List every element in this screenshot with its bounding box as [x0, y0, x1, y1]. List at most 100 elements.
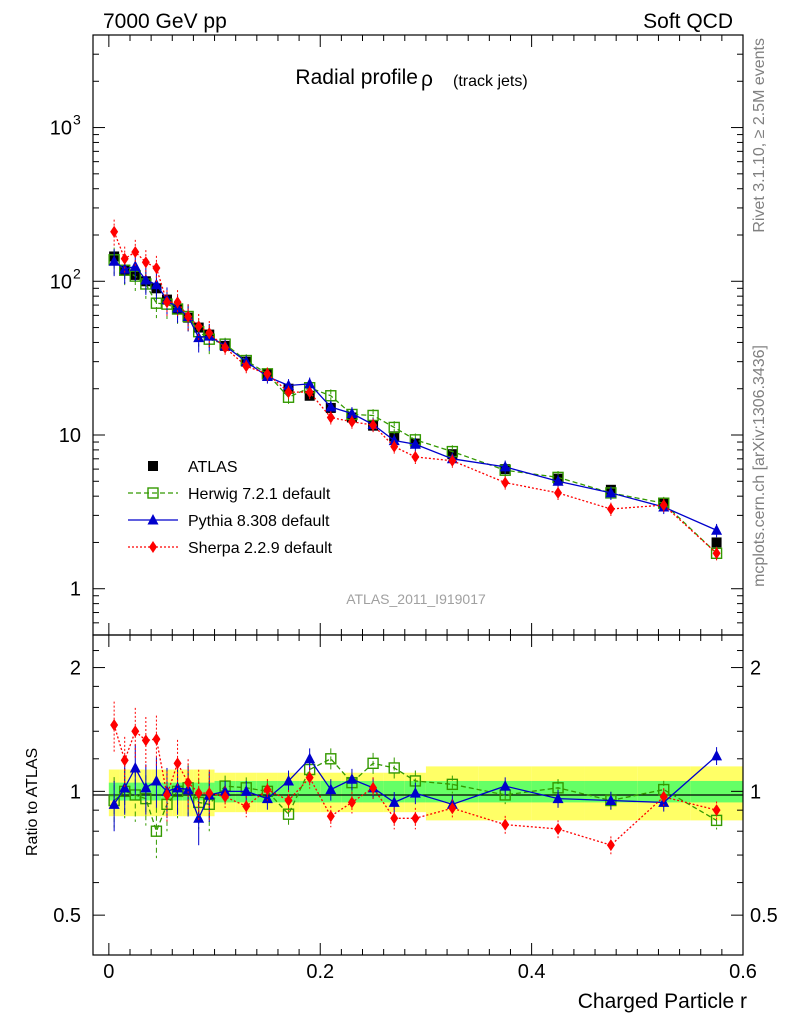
ratio-y-axis-label: Ratio to ATLAS — [24, 748, 41, 856]
ratio-sherpa-marker — [448, 802, 457, 815]
ratio-sherpa-marker — [131, 725, 140, 738]
ratio-y-tick-label-left: 0.5 — [53, 905, 81, 927]
main-y-tick-label: 10 — [59, 425, 81, 447]
legend-label-sherpa: Sherpa 2.2.9 default — [188, 540, 333, 557]
legend-label-herwig: Herwig 7.2.1 default — [188, 486, 331, 503]
ratio-series-pythia — [108, 744, 723, 846]
series-atlas — [109, 251, 722, 548]
herwig-marker — [388, 421, 400, 434]
ratio-pythia-marker — [325, 783, 337, 795]
ratio-sherpa-marker — [326, 810, 335, 823]
sherpa-marker — [131, 246, 140, 259]
ratio-pythia-marker — [240, 785, 252, 796]
atlas-marker — [711, 537, 722, 548]
sherpa-marker — [194, 320, 203, 333]
ratio-series-layer — [108, 701, 723, 859]
legend-item-atlas: ATLAS — [148, 459, 238, 476]
sherpa-marker — [606, 503, 615, 516]
ratio-sherpa-marker — [242, 800, 251, 813]
ratio-pythia-marker — [711, 749, 723, 761]
header-left-text: 7000 GeV pp — [103, 10, 227, 33]
legend-label-atlas: ATLAS — [188, 459, 238, 476]
sherpa-marker — [173, 296, 182, 309]
legend-marker-pythia — [147, 514, 159, 525]
legend-item-sherpa: Sherpa 2.2.9 default — [128, 540, 333, 557]
ratio-sherpa-marker — [606, 839, 615, 852]
sherpa-marker — [712, 547, 721, 560]
legend-label-pythia: Pythia 8.308 default — [188, 513, 330, 530]
ratio-sherpa-marker — [305, 771, 314, 784]
ratio-sherpa-marker — [390, 812, 399, 825]
x-axis-label: Charged Particle r — [578, 990, 747, 1013]
pythia-marker — [388, 434, 400, 446]
sherpa-marker — [305, 386, 314, 399]
sherpa-marker — [263, 367, 272, 380]
ratio-y-tick-label-right: 1 — [750, 781, 761, 803]
ratio-herwig-marker — [150, 825, 163, 837]
ratio-sherpa-marker — [162, 788, 171, 801]
ratio-pythia-marker — [119, 781, 131, 793]
rivet-side-label: Rivet 3.1.10, ≥ 2.5M events — [751, 38, 768, 233]
ratio-sherpa-marker — [141, 734, 150, 747]
pythia-marker — [605, 486, 617, 498]
ratio-pythia-marker — [108, 798, 120, 809]
main-y-tick-exponent: 3 — [73, 112, 81, 128]
ratio-x-tick-label: 0.4 — [518, 961, 546, 983]
ratio-x-tick-label: 0.2 — [306, 961, 334, 983]
sherpa-marker — [184, 310, 193, 323]
ratio-x-axis: 0 0.2 0.4 0.6 — [103, 635, 757, 983]
sherpa-line — [113, 231, 718, 554]
ratio-pythia-marker — [552, 792, 564, 804]
main-y-tick-label: 1 — [70, 579, 81, 601]
sherpa-marker — [110, 225, 119, 238]
ratio-band-inner — [690, 780, 743, 803]
ratio-pythia-marker — [499, 780, 511, 791]
ratio-pythia-marker — [140, 781, 152, 793]
ratio-band-inner — [383, 780, 405, 803]
ratio-sherpa-marker — [184, 776, 193, 789]
ratio-sherpa-marker — [120, 754, 129, 767]
legend-item-herwig: Herwig 7.2.1 default — [128, 486, 331, 503]
legend-marker-atlas — [148, 461, 158, 471]
ratio-herwig-marker — [325, 753, 337, 765]
ratio-herwig-marker — [446, 778, 459, 791]
main-y-tick-label: 10 — [50, 118, 72, 140]
sherpa-marker — [284, 386, 293, 399]
main-series-layer — [108, 219, 723, 561]
pythia-marker — [283, 379, 295, 390]
main-y-tick-label: 10 — [50, 271, 72, 293]
ratio-x-tick-label: 0.6 — [729, 961, 757, 983]
ratio-pythia-marker — [409, 787, 421, 798]
main-x-axis — [108, 35, 744, 635]
pythia-marker — [304, 377, 316, 389]
ratio-panel: 0.5 0.5 1 1 2 2 0 0.2 0.4 0.6 Ratio to ATLAS Cha… — [24, 634, 778, 1013]
legend-item-pythia: Pythia 8.308 default — [128, 513, 330, 530]
ratio-sherpa-line — [113, 724, 717, 846]
pythia-marker — [140, 273, 152, 285]
sherpa-marker — [554, 486, 563, 499]
sherpa-marker — [448, 454, 457, 467]
legend-marker-sherpa — [149, 541, 157, 553]
header-right-text: Soft QCD — [643, 10, 733, 33]
ratio-pythia-marker — [261, 792, 273, 804]
sherpa-marker — [347, 415, 356, 428]
ratio-sherpa-marker — [659, 790, 668, 803]
sherpa-marker — [221, 341, 230, 354]
pythia-marker — [325, 401, 337, 412]
ratio-sherpa-marker — [347, 796, 356, 809]
ratio-y-tick-label-right: 2 — [750, 658, 761, 680]
ratio-sherpa-marker — [263, 783, 272, 796]
ratio-pythia-marker — [283, 774, 295, 786]
ratio-pythia-marker — [129, 761, 141, 773]
sherpa-marker — [411, 450, 420, 463]
ratio-pythia-marker — [150, 774, 162, 786]
pythia-marker — [409, 438, 421, 449]
ratio-pythia-marker — [388, 796, 400, 807]
ratio-sherpa-marker — [110, 718, 119, 731]
ratio-sherpa-marker — [554, 822, 563, 835]
watermark-text: ATLAS_2011_I919017 — [346, 591, 486, 607]
ratio-sherpa-marker — [369, 781, 378, 794]
sherpa-marker — [162, 296, 171, 309]
